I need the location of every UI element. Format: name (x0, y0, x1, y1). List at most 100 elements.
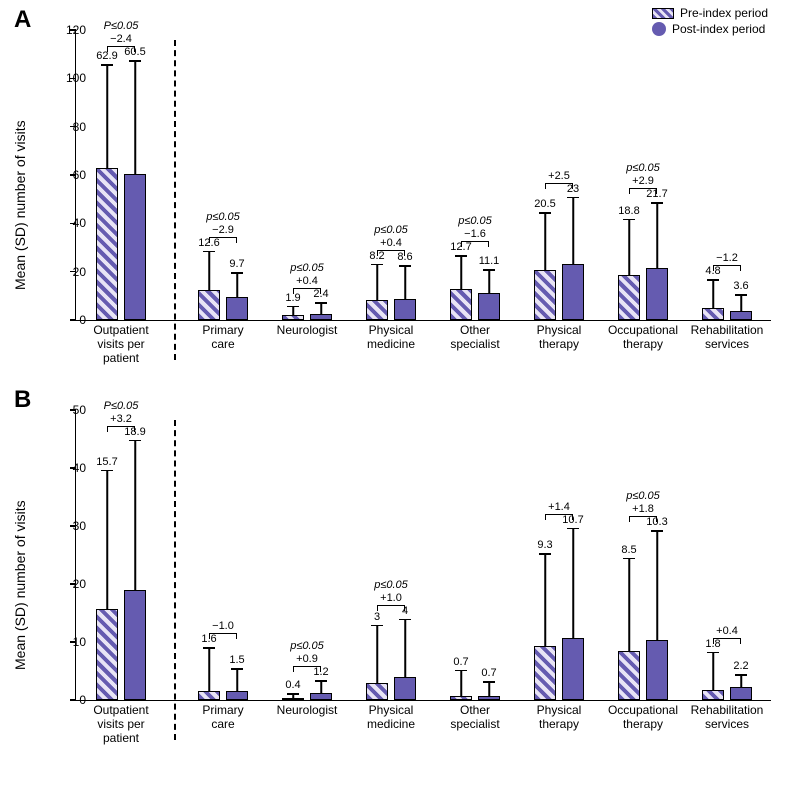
errorbar-post-primary (236, 272, 238, 296)
bracket-rehab (713, 265, 741, 271)
bar-pre-neuro (282, 698, 304, 700)
bracket-pt (545, 514, 573, 520)
value-label-pre-pt: 9.3 (537, 539, 552, 551)
errorcap-post-outpatient (129, 440, 141, 442)
errorbar-post-pt (572, 528, 574, 638)
errorbar-pre-ot (628, 558, 630, 651)
bracket-ot (629, 188, 657, 194)
bar-post-ot (646, 268, 668, 320)
bar-pre-otherspec (450, 696, 472, 700)
bracket-outpatient (107, 46, 135, 52)
diff-label-ot: +1.8 (632, 503, 654, 515)
errorcap-post-rehab (735, 674, 747, 676)
y-tick (70, 319, 76, 321)
diff-label-outpatient: +3.2 (110, 413, 132, 425)
diff-label-rehab: +0.4 (716, 625, 738, 637)
errorcap-pre-ot (623, 219, 635, 221)
errorcap-pre-physmed (371, 264, 383, 266)
errorbar-post-physmed (404, 265, 406, 299)
bar-post-neuro (310, 314, 332, 320)
sig-label-neuro: p≤0.05 (290, 640, 324, 652)
bar-pre-outpatient (96, 168, 118, 320)
errorcap-pre-pt (539, 553, 551, 555)
bar-post-neuro (310, 693, 332, 700)
bar-post-rehab (730, 687, 752, 700)
panel-b: B Mean (SD) number of visits 15.718.9+3.… (0, 380, 788, 760)
bar-pre-primary (198, 290, 220, 320)
errorbar-post-pt (572, 197, 574, 265)
bar-pre-ot (618, 275, 640, 320)
y-tick-label: 40 (73, 216, 86, 230)
errorcap-post-neuro (315, 302, 327, 304)
errorbar-post-rehab (740, 294, 742, 311)
y-tick-label: 60 (73, 168, 86, 182)
value-label-post-otherspec: 11.1 (479, 255, 500, 267)
errorcap-post-physmed (399, 265, 411, 267)
bar-post-rehab (730, 311, 752, 320)
errorcap-pre-physmed (371, 625, 383, 627)
errorcap-post-otherspec (483, 681, 495, 683)
bar-post-ot (646, 640, 668, 700)
errorbar-post-otherspec (488, 681, 490, 696)
bracket-rehab (713, 638, 741, 644)
errorcap-post-otherspec (483, 269, 495, 271)
errorcap-pre-neuro (287, 306, 299, 308)
errorbar-pre-otherspec (460, 255, 462, 289)
sig-label-outpatient: P≤0.05 (104, 400, 139, 412)
errorbar-post-ot (656, 202, 658, 267)
bar-post-otherspec (478, 293, 500, 320)
errorcap-post-physmed (399, 619, 411, 621)
bar-pre-outpatient (96, 609, 118, 700)
errorbar-pre-physmed (376, 264, 378, 300)
errorbar-pre-rehab (712, 279, 714, 308)
value-label-post-rehab: 2.2 (733, 660, 748, 672)
category-label-physmed: Physical medicine (367, 324, 415, 352)
category-label-ot: Occupational therapy (608, 324, 678, 352)
errorcap-post-pt (567, 528, 579, 530)
errorbar-post-neuro (320, 302, 322, 314)
errorcap-post-outpatient (129, 60, 141, 62)
errorcap-post-rehab (735, 294, 747, 296)
bar-post-physmed (394, 299, 416, 320)
bar-pre-rehab (702, 690, 724, 700)
errorbar-pre-primary (208, 251, 210, 290)
y-tick-label: 50 (73, 403, 86, 417)
bracket-primary (209, 633, 237, 639)
diff-label-outpatient: −2.4 (110, 33, 132, 45)
value-label-pre-ot: 18.8 (618, 205, 639, 217)
diff-label-primary: −1.0 (212, 620, 234, 632)
y-tick-label: 0 (79, 693, 86, 707)
errorcap-pre-pt (539, 212, 551, 214)
errorcap-pre-outpatient (101, 64, 113, 66)
errorbar-post-otherspec (488, 269, 490, 293)
figure: Pre-index period Post-index period A Mea… (0, 0, 788, 788)
bracket-primary (209, 237, 237, 243)
errorcap-post-ot (651, 530, 663, 532)
errorbar-pre-pt (544, 212, 546, 270)
panel-b-plot: 15.718.9+3.2P≤0.05Outpatient visits per … (75, 410, 771, 701)
errorcap-pre-neuro (287, 693, 299, 695)
y-tick-label: 10 (73, 635, 86, 649)
y-tick (70, 699, 76, 701)
errorcap-pre-primary (203, 251, 215, 253)
errorbar-post-outpatient (134, 440, 136, 591)
category-label-otherspec: Other specialist (450, 324, 499, 352)
errorbar-pre-outpatient (106, 470, 108, 609)
bar-post-physmed (394, 677, 416, 700)
diff-label-ot: +2.9 (632, 175, 654, 187)
value-label-post-rehab: 3.6 (733, 280, 748, 292)
panel-a-plot: 62.960.5−2.4P≤0.05Outpatient visits per … (75, 30, 771, 321)
category-label-outpatient: Outpatient visits per patient (93, 704, 148, 745)
category-label-primary: Primary care (202, 704, 243, 732)
sig-label-ot: p≤0.05 (626, 490, 660, 502)
errorbar-post-outpatient (134, 60, 136, 174)
errorcap-post-pt (567, 197, 579, 199)
value-label-pre-outpatient: 15.7 (96, 456, 117, 468)
diff-label-rehab: −1.2 (716, 252, 738, 264)
bracket-neuro (293, 288, 321, 294)
bar-pre-physmed (366, 300, 388, 320)
y-tick-label: 0 (79, 313, 86, 327)
divider-line (174, 40, 176, 360)
bar-post-outpatient (124, 590, 146, 700)
category-label-physmed: Physical medicine (367, 704, 415, 732)
